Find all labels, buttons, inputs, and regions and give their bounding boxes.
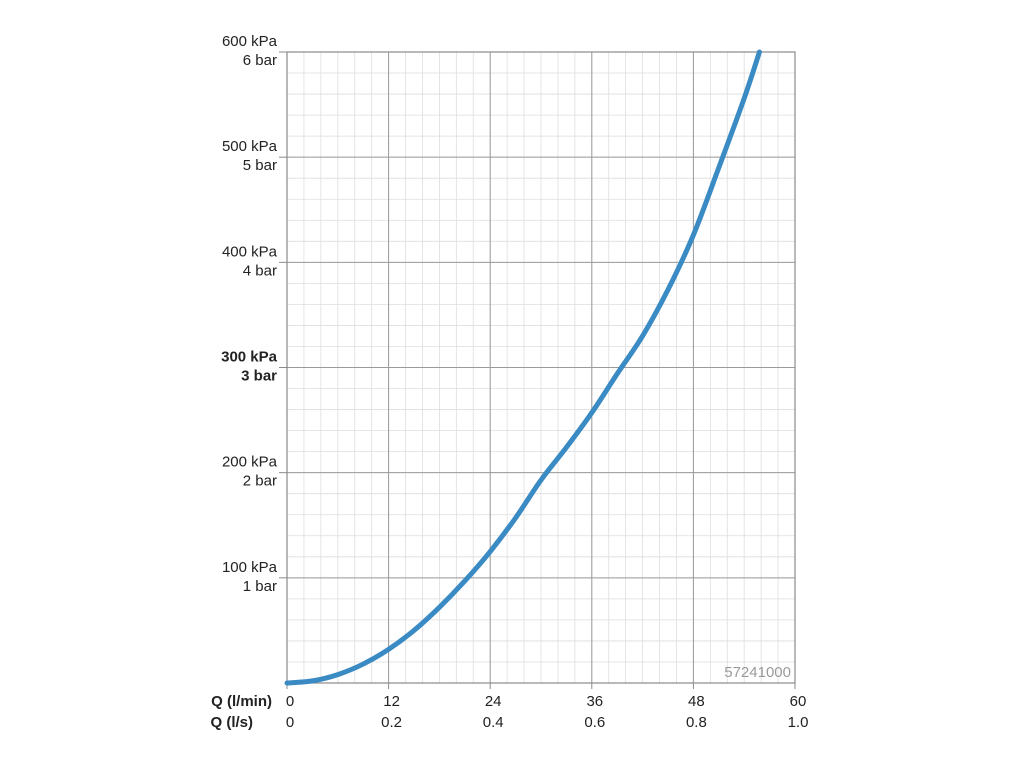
y-tick-label-kpa: 200 kPa bbox=[222, 454, 278, 471]
y-axis-ticks: 100 kPa 1 bar 200 kPa 2 bar 300 kPa 3 bar 400 … bbox=[221, 33, 287, 595]
x-tick-label-lmin: 36 bbox=[586, 693, 603, 710]
y-tick-label-bar: 4 bar bbox=[243, 262, 277, 279]
x-tick-label-ls: 0 bbox=[286, 714, 294, 731]
y-tick-label-bar: 6 bar bbox=[243, 52, 277, 69]
major-grid bbox=[287, 52, 795, 683]
y-tick-label-kpa: 400 kPa bbox=[222, 243, 278, 260]
y-tick-label-kpa: 100 kPa bbox=[222, 559, 278, 576]
x-tick-label-lmin: 0 bbox=[286, 693, 294, 710]
x-tick-label-ls: 1.0 bbox=[788, 714, 809, 731]
x-tick-label-ls: 0.4 bbox=[483, 714, 504, 731]
y-tick-label-kpa: 300 kPa bbox=[221, 349, 278, 366]
x-axis-ticks: 0 0 12 0.2 24 0.4 36 0.6 48 0.8 60 1.0 bbox=[286, 683, 809, 731]
x-tick-label-ls: 0.6 bbox=[584, 714, 605, 731]
y-tick-label-bar: 3 bar bbox=[241, 368, 277, 385]
x-axis-title-lmin: Q (l/min) bbox=[211, 693, 272, 710]
x-axis-title-ls: Q (l/s) bbox=[210, 714, 253, 731]
y-tick-label-kpa: 600 kPa bbox=[222, 33, 278, 50]
y-tick-label-bar: 1 bar bbox=[243, 578, 277, 595]
pressure-loss-curve bbox=[284, 49, 762, 686]
x-tick-label-lmin: 48 bbox=[688, 693, 705, 710]
x-tick-label-lmin: 12 bbox=[383, 693, 400, 710]
x-tick-label-ls: 0.2 bbox=[381, 714, 402, 731]
y-tick-label-bar: 2 bar bbox=[243, 473, 277, 490]
x-tick-label-lmin: 24 bbox=[485, 693, 502, 710]
x-tick-label-lmin: 60 bbox=[790, 693, 807, 710]
y-tick-label-kpa: 500 kPa bbox=[222, 138, 278, 155]
product-code-label: 57241000 bbox=[724, 664, 791, 681]
y-tick-label-bar: 5 bar bbox=[243, 157, 277, 174]
x-tick-label-ls: 0.8 bbox=[686, 714, 707, 731]
